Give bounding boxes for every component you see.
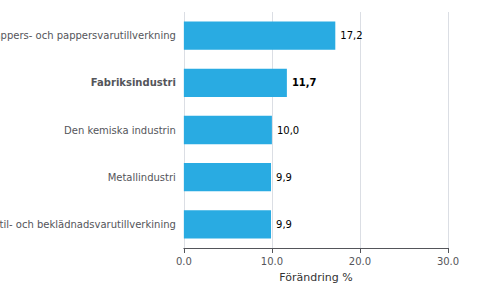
svg-text:Den kemiska industrin: Den kemiska industrin bbox=[64, 125, 176, 136]
svg-text:10.0: 10.0 bbox=[261, 256, 283, 267]
svg-text:17,2: 17,2 bbox=[340, 30, 362, 41]
svg-text:Textil- och beklädnadsvarutill: Textil- och beklädnadsvarutillverkining bbox=[0, 219, 176, 230]
svg-text:10,0: 10,0 bbox=[277, 125, 299, 136]
svg-text:0.0: 0.0 bbox=[176, 256, 192, 267]
svg-text:11,7: 11,7 bbox=[292, 77, 317, 88]
svg-text:20.0: 20.0 bbox=[349, 256, 371, 267]
svg-text:9,9: 9,9 bbox=[276, 219, 292, 230]
svg-text:Förändring %: Förändring % bbox=[279, 271, 352, 284]
svg-text:30.0: 30.0 bbox=[437, 256, 459, 267]
svg-text:Pappers- och pappersvarutillve: Pappers- och pappersvarutillverkning bbox=[0, 30, 176, 41]
svg-text:9,9: 9,9 bbox=[276, 172, 292, 183]
svg-text:Fabriksindustri: Fabriksindustri bbox=[91, 77, 176, 88]
svg-text:Metallindustri: Metallindustri bbox=[108, 172, 176, 183]
